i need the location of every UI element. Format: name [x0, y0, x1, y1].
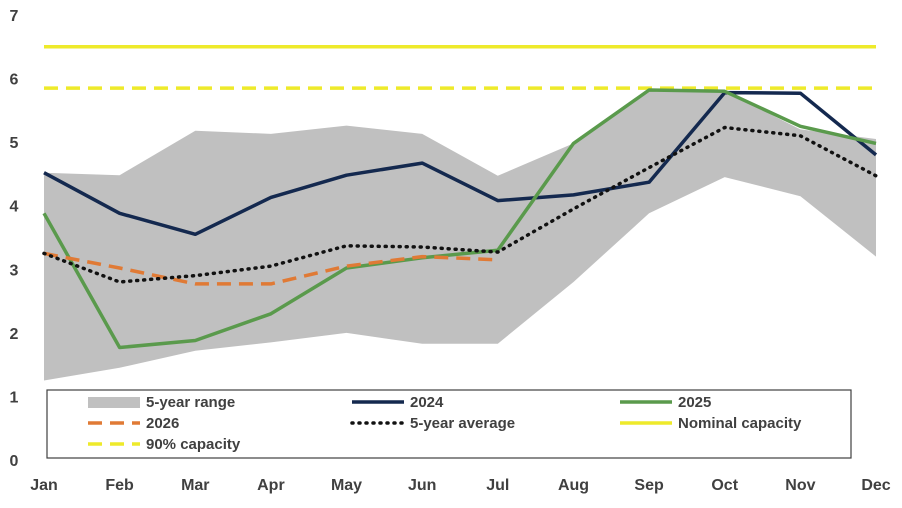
y-tick-label: 0: [10, 453, 19, 470]
x-tick-label: Dec: [861, 477, 890, 494]
x-tick-label: Mar: [181, 477, 209, 494]
y-tick-label: 2: [10, 326, 19, 343]
y-tick-label: 7: [10, 8, 19, 25]
x-tick-label: Sep: [634, 477, 664, 494]
legend-label-2024: 2024: [410, 394, 444, 411]
x-tick-label: Nov: [785, 477, 815, 494]
y-tick-label: 5: [10, 135, 19, 152]
series-line-2025: [42, 88, 877, 350]
legend-swatch-5-year-range: [88, 397, 140, 408]
legend-label-90-capacity: 90% capacity: [146, 436, 241, 453]
x-tick-label: Oct: [711, 477, 738, 494]
x-tick-label: Jan: [30, 477, 58, 494]
series-line-2026: [43, 251, 498, 286]
range-layer: [44, 90, 876, 381]
legend-box: [46, 389, 852, 459]
range-band: [44, 90, 876, 381]
legend-label-2025: 2025: [678, 394, 711, 411]
legend: 5-year range 2024 2025 2026 5-year average No…: [46, 389, 852, 459]
y-tick-label: 3: [10, 262, 19, 279]
x-tick-label: Aug: [558, 477, 589, 494]
line-layer: [42, 45, 878, 350]
x-tick-label: Jun: [408, 477, 436, 494]
series-line-5-year-average: [42, 125, 878, 284]
x-tick-label: Feb: [105, 477, 134, 494]
x-axis-ticks: Jan Feb Mar Apr May Jun Jul Aug Sep Oct Nov Dec: [30, 477, 891, 494]
x-tick-label: Jul: [486, 477, 509, 494]
legend-label-2026: 2026: [146, 415, 179, 432]
legend-label-5-year-average: 5-year average: [410, 415, 515, 432]
y-tick-label: 1: [10, 389, 19, 406]
x-tick-label: May: [331, 477, 362, 494]
series-line-2024: [43, 90, 878, 237]
x-tick-label: Apr: [257, 477, 285, 494]
y-tick-label: 6: [10, 72, 19, 89]
legend-label-5-year-range: 5-year range: [146, 394, 235, 411]
y-axis-ticks: 0 1 2 3 4 5 6 7: [10, 8, 19, 470]
y-tick-label: 4: [10, 199, 19, 216]
legend-label-nominal-capacity: Nominal capacity: [678, 415, 802, 432]
